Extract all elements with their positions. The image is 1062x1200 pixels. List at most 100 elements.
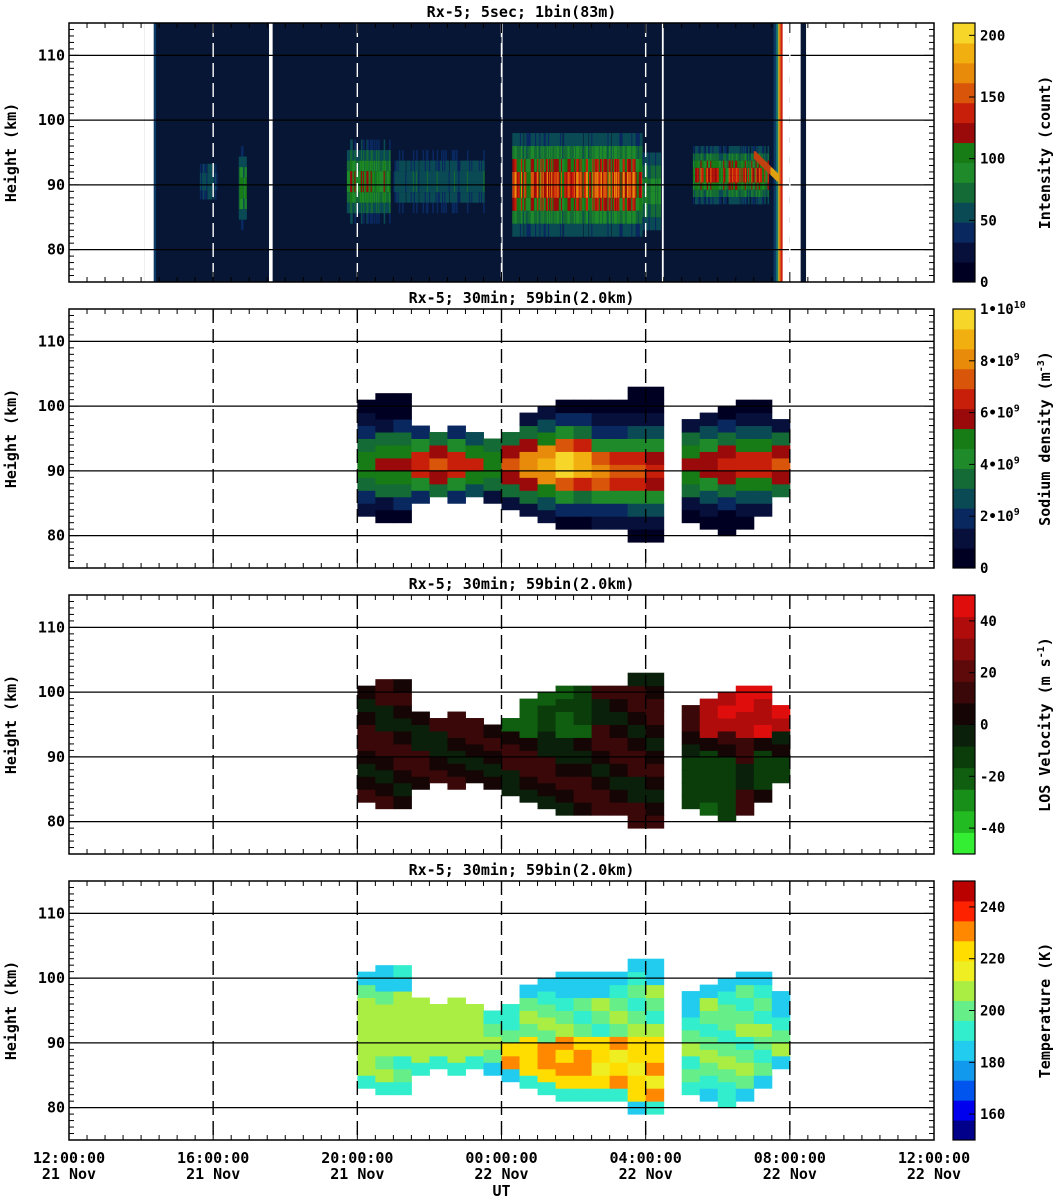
heatmap-cell — [763, 153, 765, 161]
heatmap-cell — [612, 184, 615, 198]
heatmap-cell — [555, 1075, 575, 1089]
heatmap-cell — [562, 171, 564, 185]
heatmap-cell — [742, 153, 745, 161]
heatmap-cell — [577, 197, 579, 211]
heatmap-cell — [515, 146, 518, 159]
heatmap-cell — [598, 171, 601, 185]
heatmap-cell — [713, 197, 716, 205]
heatmap-cell — [766, 167, 769, 176]
heatmap-cell — [362, 192, 364, 203]
heatmap-cell — [375, 743, 394, 758]
heatmap-cell — [726, 153, 728, 161]
heatmap-cell — [244, 156, 246, 168]
heatmap-cell — [717, 756, 737, 771]
heatmap-cell — [767, 146, 770, 154]
heatmap-cell — [375, 756, 394, 771]
heatmap-cell — [577, 133, 579, 147]
heatmap-cell — [699, 412, 719, 427]
heatmap-cell — [771, 470, 791, 485]
heatmap-cell — [720, 175, 723, 183]
heatmap-cell — [406, 160, 408, 172]
heatmap-cell — [358, 150, 361, 161]
heatmap-cell — [720, 153, 723, 161]
heatmap-cell — [613, 171, 616, 185]
heatmap-cell — [593, 146, 596, 159]
heatmap-cell — [389, 192, 391, 203]
heatmap-cell — [383, 160, 386, 172]
heatmap-cell — [718, 146, 721, 154]
heatmap-cell — [562, 210, 564, 224]
heatmap-cell — [431, 181, 433, 193]
heatmap-cell — [436, 192, 439, 203]
heatmap-cell — [525, 133, 527, 147]
heatmap-cell — [240, 198, 243, 210]
heatmap-cell — [542, 210, 545, 224]
heatmap-cell — [629, 133, 631, 147]
heatmap-cell — [546, 171, 549, 185]
heatmap-cell — [645, 958, 665, 973]
heatmap-cell — [522, 171, 524, 185]
heatmap-cell — [617, 158, 619, 172]
heatmap-cell — [371, 213, 374, 224]
heatmap-cell — [735, 516, 755, 530]
heatmap-cell — [397, 171, 400, 182]
heatmap-cell — [354, 202, 357, 214]
heatmap-cell — [748, 146, 750, 154]
heatmap-cell — [371, 202, 374, 214]
heatmap-cell — [735, 724, 755, 738]
heatmap-cell — [701, 182, 704, 190]
heatmap-cell — [653, 165, 656, 179]
heatmap-cell — [763, 189, 765, 198]
heatmap-cell — [638, 171, 641, 185]
heatmap-cell — [541, 223, 544, 237]
heatmap-cell — [515, 158, 518, 172]
heatmap-cell — [594, 210, 597, 224]
heatmap-cell — [697, 153, 699, 161]
heatmap-cell — [745, 146, 748, 154]
heatmap-cell — [710, 189, 712, 198]
heatmap-cell — [708, 160, 710, 168]
heatmap-cell — [357, 503, 376, 517]
heatmap-cell — [699, 789, 719, 803]
heatmap-cell — [372, 181, 375, 193]
heatmap-cell — [386, 192, 389, 203]
heatmap-cell — [609, 984, 629, 999]
heatmap-cell — [465, 181, 468, 193]
heatmap-cell — [640, 158, 643, 172]
heatmap-cell — [738, 153, 740, 161]
heatmap-cell — [537, 419, 557, 433]
heatmap-cell — [543, 171, 546, 185]
heatmap-cell — [714, 197, 717, 205]
colorbar-tick-label: 150 — [980, 90, 1005, 106]
heatmap-cell — [555, 984, 575, 999]
heatmap-cell — [520, 133, 523, 147]
heatmap-cell — [560, 184, 563, 198]
heatmap-cell — [623, 146, 626, 159]
heatmap-cell — [609, 724, 629, 738]
heatmap-cell — [535, 210, 537, 224]
heatmap-cell — [550, 197, 552, 211]
heatmap-cell — [238, 188, 241, 199]
heatmap-cell — [591, 1075, 611, 1089]
heatmap-cell — [529, 171, 532, 185]
heatmap-cell — [528, 171, 531, 185]
heatmap-cell — [451, 192, 454, 203]
heatmap-cell — [649, 191, 652, 205]
heatmap-cell — [411, 425, 430, 439]
heatmap-cell — [556, 133, 559, 147]
heatmap-cell — [639, 146, 642, 159]
heatmap-cell — [569, 197, 572, 211]
colorbar-swatch — [953, 1020, 975, 1041]
heatmap-cell — [363, 171, 365, 182]
heatmap-cell — [714, 189, 717, 198]
heatmap-cell — [352, 181, 354, 193]
heatmap-cell — [588, 171, 590, 185]
heatmap-cell — [424, 171, 427, 182]
heatmap-cell — [565, 210, 567, 224]
heatmap-cell — [447, 737, 466, 751]
heatmap-cell — [360, 202, 363, 214]
heatmap-cell — [542, 171, 545, 185]
x-tick-label-time: 04:00:00 — [610, 1149, 682, 1167]
heatmap-cell — [522, 158, 524, 172]
heatmap-cell — [730, 160, 733, 168]
